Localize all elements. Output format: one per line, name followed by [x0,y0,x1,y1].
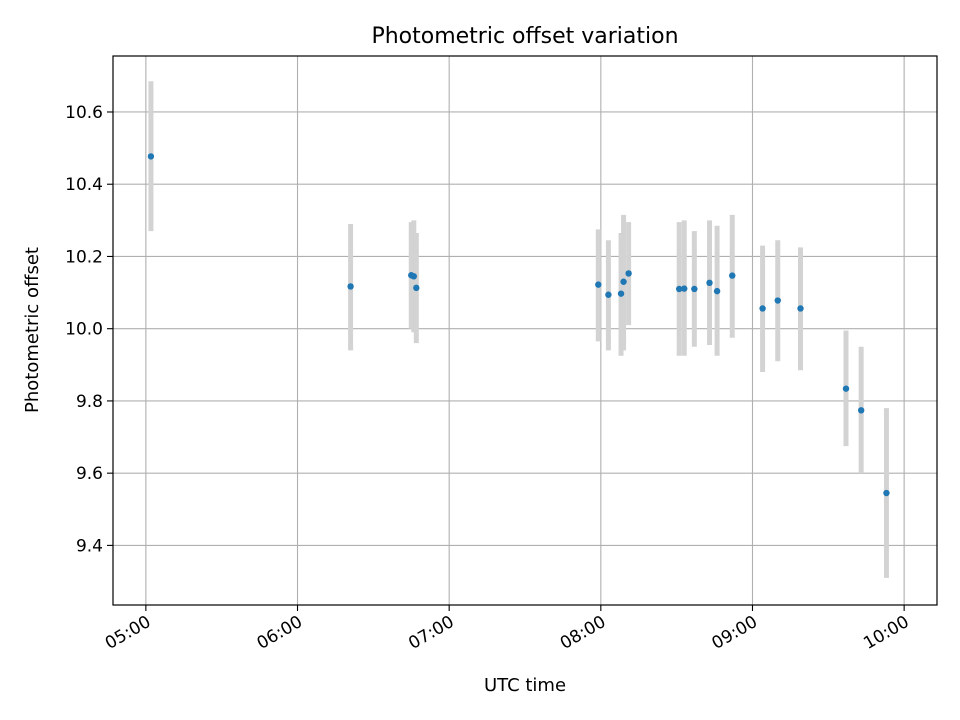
data-point [410,273,417,280]
x-tick-label: 07:00 [405,612,457,654]
x-tick-label: 09:00 [709,612,761,654]
y-axis: 9.4 9.6 9.8 10.0 10.2 10.4 10.6 [65,103,113,556]
data-point [857,407,865,414]
data-point [617,290,625,297]
y-tick-label: 9.8 [76,392,103,412]
y-tick-label: 10.4 [65,175,103,195]
data-point [883,489,890,497]
data-point [147,153,155,160]
data-point [595,281,602,288]
x-axis-label: UTC time [484,675,566,696]
data-point [625,270,632,277]
x-axis: 05:00 06:00 07:00 08:00 09:00 10:00 [102,605,913,654]
x-tick-label: 06:00 [254,612,306,654]
x-tick-label: 08:00 [557,612,609,654]
y-tick-label: 10.2 [65,247,103,267]
plot-frame [112,55,938,606]
data-points [147,153,890,497]
y-axis-label: Photometric offset [22,247,43,413]
data-point [706,279,713,287]
data-point [797,305,804,312]
y-tick-label: 9.4 [76,536,103,556]
y-tick-label: 9.6 [76,464,103,484]
data-point [759,305,766,312]
data-point [842,385,850,392]
chart-title: Photometric offset variation [371,24,678,49]
data-point [605,291,612,298]
y-tick-label: 10.6 [65,103,103,123]
x-tick-label: 10:00 [860,612,912,654]
data-point [681,285,688,292]
data-point [729,272,736,279]
x-tick-label: 05:00 [102,612,154,654]
data-point [691,285,698,293]
data-point [675,285,683,293]
data-point [774,297,781,304]
data-point [620,278,627,285]
y-tick-label: 10.0 [65,320,103,340]
plot-background [113,56,937,605]
data-point [713,287,721,295]
data-point [347,283,354,290]
data-point [413,284,420,292]
